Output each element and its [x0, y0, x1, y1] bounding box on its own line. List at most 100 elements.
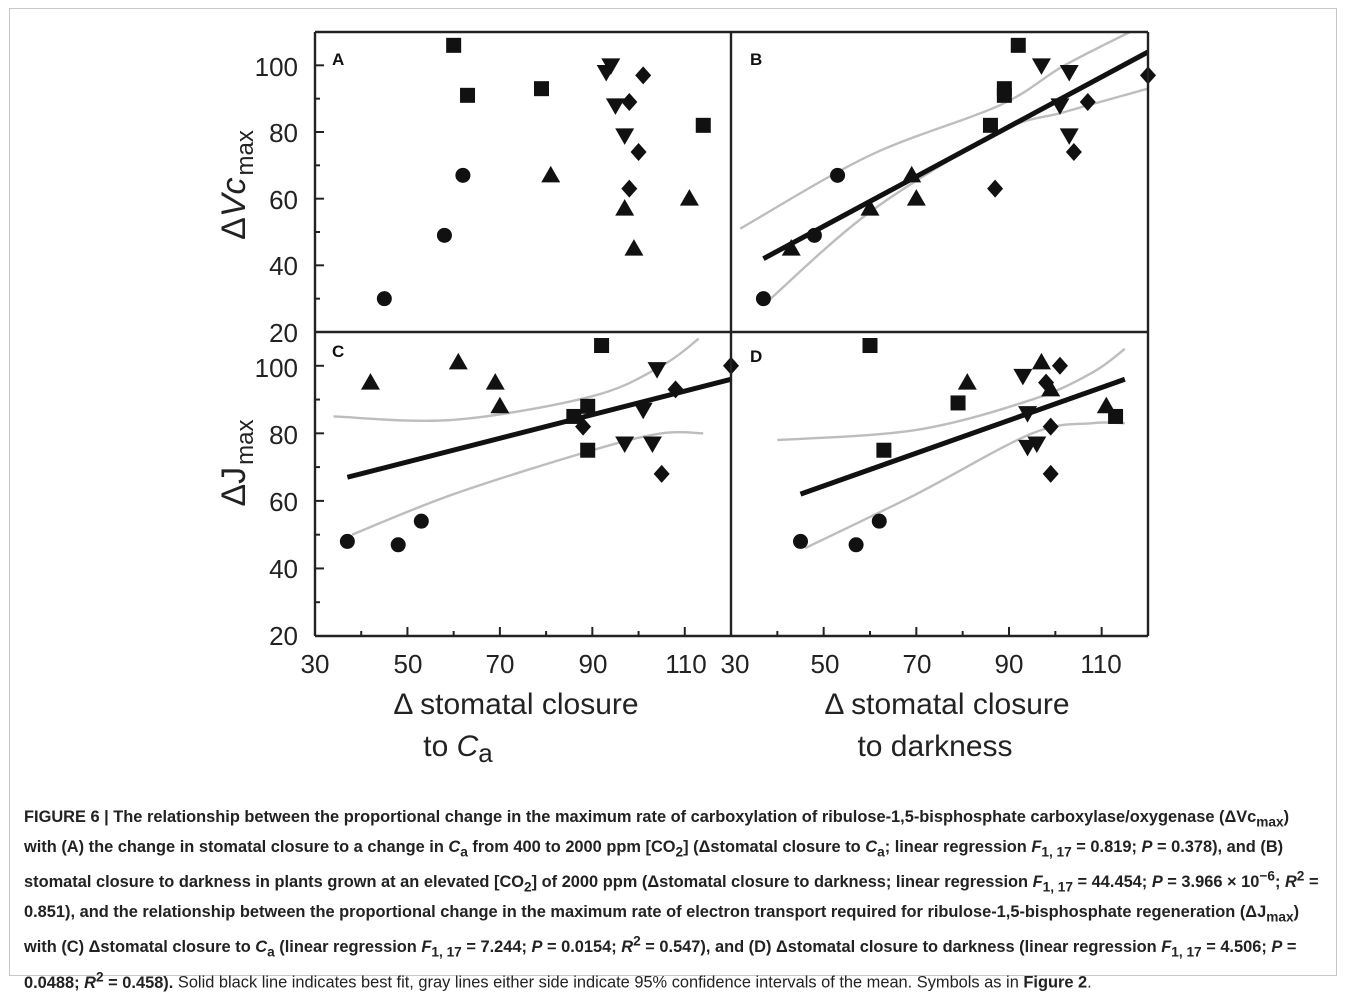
data-point-triangle-down [1018, 406, 1038, 423]
data-point-triangle-up [624, 239, 644, 256]
ci-upper-curve [777, 347, 1126, 442]
figure-2-reference[interactable]: Figure 2 [1023, 973, 1088, 992]
ci-lower-curve [804, 421, 1125, 550]
x-tick-label: 50 [811, 649, 840, 679]
data-point-square [876, 442, 892, 458]
x-axis-title-dark-line2: to darkness [857, 730, 1012, 763]
x-axis-title-ca-line1: Δ stomatal closure [393, 688, 638, 721]
data-point-triangle-up [490, 396, 510, 414]
y-tick-label: 40 [269, 251, 298, 281]
data-point-square [460, 87, 476, 103]
data-point-circle [390, 537, 406, 553]
x-tick-label: 70 [903, 649, 932, 679]
panel-label-a: A [332, 50, 344, 69]
x-tick-label: 70 [486, 649, 515, 679]
data-point-diamond [630, 143, 647, 161]
data-point-circle [848, 537, 864, 553]
data-point-triangle-up [1041, 379, 1061, 397]
ci-upper-curve [739, 32, 1133, 230]
x-tick-label: 110 [665, 649, 706, 679]
data-point-diamond [1051, 356, 1068, 375]
data-point-triangle-up [541, 165, 561, 183]
panel-label-b: B [750, 50, 762, 69]
y-tick-label: 80 [269, 118, 298, 148]
data-point-diamond [653, 464, 670, 483]
figure-caption: FIGURE 6 | The relationship between the … [24, 808, 1319, 992]
x-tick-label: 50 [394, 649, 423, 679]
panel-label-d: D [750, 347, 762, 366]
figure-frame [9, 8, 1337, 976]
data-point-circle [793, 533, 808, 549]
data-point-circle [830, 167, 846, 183]
data-point-triangle-up [1096, 396, 1116, 414]
x-axis-title-dark-line1: Δ stomatal closure [824, 688, 1069, 721]
data-point-triangle-up [781, 239, 801, 256]
x-tick-label: 30 [721, 649, 750, 679]
x-tick-label: 110 [1080, 649, 1121, 679]
panel-label-c: C [332, 342, 344, 361]
data-point-circle [436, 227, 452, 243]
data-point-triangle-down [1031, 58, 1051, 75]
data-point-triangle-down [1059, 128, 1079, 145]
data-point-triangle-down [642, 436, 662, 453]
data-point-square [580, 398, 596, 414]
data-point-diamond [667, 380, 684, 399]
data-point-diamond [575, 417, 592, 436]
data-point-circle [339, 533, 355, 549]
x-tick-label: 30 [301, 649, 330, 679]
data-point-triangle-down [605, 98, 625, 115]
data-point-square [695, 117, 711, 133]
data-point-triangle-down [615, 436, 635, 453]
data-point-triangle-down [615, 128, 635, 145]
data-point-triangle-up [615, 199, 635, 216]
data-point-diamond [1038, 373, 1055, 392]
data-point-square [1010, 37, 1026, 53]
x-tick-label: 90 [579, 649, 608, 679]
data-point-diamond [621, 179, 638, 198]
data-point-square [446, 37, 462, 53]
data-point-triangle-down [1013, 368, 1033, 386]
data-point-square [533, 81, 549, 97]
data-point-diamond [1042, 417, 1059, 436]
data-point-triangle-down [633, 402, 653, 420]
data-point-triangle-up [957, 373, 977, 390]
ci-upper-curve [333, 337, 700, 423]
y-tick-label: 20 [269, 318, 298, 348]
data-point-diamond [635, 66, 652, 85]
data-point-square [580, 442, 596, 458]
data-point-triangle-up [1031, 352, 1051, 370]
data-point-circle [806, 227, 822, 243]
data-point-diamond [987, 179, 1004, 198]
data-point-diamond [1042, 464, 1059, 483]
y-tick-label: 100 [255, 52, 298, 82]
y-tick-label: 100 [255, 353, 298, 383]
data-point-triangle-down [647, 362, 667, 379]
caption-bold-part: FIGURE 6 | The relationship between the … [24, 808, 1319, 992]
data-point-square [594, 338, 610, 354]
x-tick-label: 90 [995, 649, 1024, 679]
data-point-diamond [1065, 143, 1082, 161]
y-tick-label: 80 [269, 420, 298, 450]
data-point-diamond [621, 93, 638, 111]
data-point-circle [376, 291, 392, 307]
ci-lower-curve [351, 430, 704, 536]
y-tick-label: 60 [269, 185, 298, 215]
y-axis-title-vcmax: ΔVcmax [215, 130, 259, 240]
y-tick-label: 60 [269, 487, 298, 517]
best-fit-line [799, 376, 1126, 497]
data-point-circle [755, 291, 771, 307]
data-point-square [996, 87, 1012, 103]
x-axis-title-ca-line2: to Ca [423, 730, 493, 768]
data-point-square [566, 408, 582, 424]
data-point-triangle-up [485, 373, 505, 390]
y-axis-title-jmax: ΔJmax [215, 419, 259, 506]
data-point-triangle-up [448, 352, 468, 370]
data-point-square [950, 395, 966, 411]
data-point-circle [413, 513, 429, 529]
data-point-circle [455, 167, 471, 183]
data-point-triangle-up [679, 189, 699, 206]
best-fit-line [762, 49, 1148, 261]
data-point-triangle-down [1027, 436, 1047, 453]
data-point-triangle-down [1050, 98, 1070, 115]
data-point-diamond [1079, 93, 1096, 111]
